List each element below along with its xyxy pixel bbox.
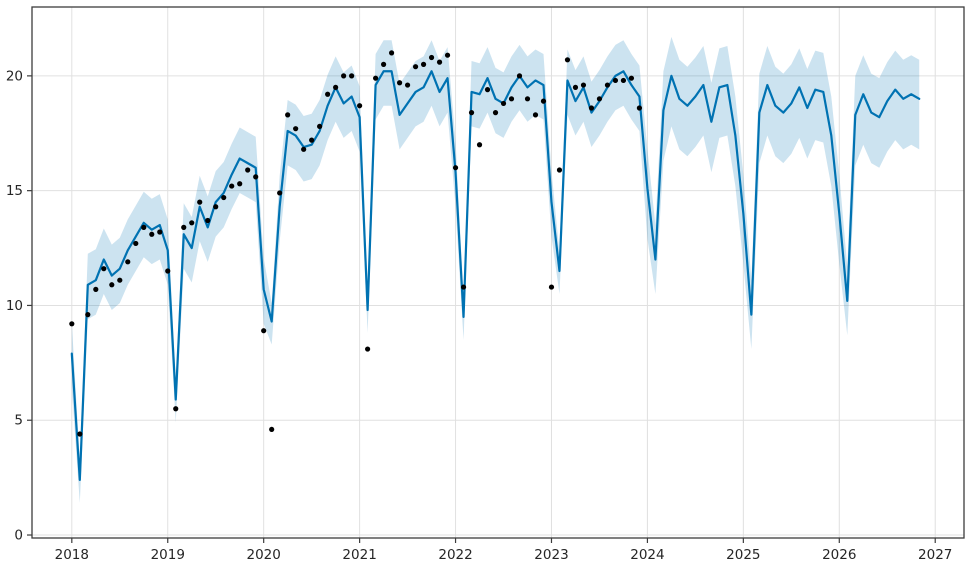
- actual-data-point: [548, 284, 555, 290]
- actual-data-point: [492, 110, 499, 116]
- x-tick-label: 2022: [438, 547, 472, 563]
- actual-data-point: [205, 217, 211, 224]
- actual-data-point: [357, 103, 363, 109]
- actual-data-point: [181, 224, 187, 230]
- actual-data-point: [165, 268, 171, 274]
- y-tick-label: 10: [6, 298, 23, 314]
- plot-background: [32, 7, 964, 538]
- actual-data-point: [149, 231, 155, 237]
- actual-data-point: [508, 96, 515, 102]
- actual-data-point: [388, 50, 395, 56]
- actual-data-point: [157, 229, 163, 235]
- actual-data-point: [604, 82, 611, 88]
- actual-data-point: [277, 190, 283, 196]
- x-tick-label: 2019: [151, 547, 185, 563]
- actual-data-point: [301, 146, 307, 152]
- x-tick-label: 2023: [534, 547, 568, 563]
- actual-data-point: [85, 312, 91, 318]
- actual-data-point: [404, 82, 411, 88]
- actual-data-point: [532, 112, 539, 118]
- actual-data-point: [373, 75, 379, 81]
- actual-data-point: [612, 77, 619, 84]
- y-tick-label: 5: [14, 413, 23, 429]
- actual-data-point: [309, 137, 315, 143]
- actual-data-point: [628, 75, 635, 81]
- actual-data-point: [564, 57, 571, 63]
- actual-data-point: [69, 321, 75, 327]
- x-tick-label: 2026: [822, 547, 856, 563]
- actual-data-point: [516, 73, 523, 79]
- actual-data-point: [556, 167, 563, 173]
- actual-data-point: [333, 84, 339, 90]
- actual-data-point: [588, 105, 595, 111]
- actual-data-point: [420, 61, 427, 67]
- actual-data-point: [245, 167, 251, 173]
- actual-data-point: [460, 284, 467, 290]
- actual-data-point: [133, 240, 139, 247]
- actual-data-point: [125, 259, 131, 265]
- actual-data-point: [269, 426, 275, 433]
- actual-data-point: [109, 282, 115, 288]
- actual-data-point: [293, 126, 299, 132]
- actual-data-point: [444, 52, 451, 58]
- actual-data-point: [636, 105, 643, 111]
- actual-data-point: [93, 286, 99, 292]
- actual-data-point: [317, 123, 323, 129]
- x-tick-label: 2020: [247, 547, 281, 563]
- plot-border: [31, 6, 965, 539]
- x-tick-label: 2027: [918, 547, 952, 563]
- actual-data-point: [412, 64, 419, 70]
- actual-data-point: [365, 346, 371, 352]
- actual-data-point: [237, 181, 243, 187]
- x-tick-label: 2021: [342, 547, 376, 563]
- actual-data-point: [261, 328, 267, 334]
- actual-data-point: [596, 96, 603, 102]
- actual-data-point: [197, 199, 203, 205]
- actual-data-point: [213, 204, 219, 210]
- actual-data-point: [117, 277, 123, 283]
- x-tick-label: 2025: [726, 547, 760, 563]
- actual-data-point: [285, 112, 291, 118]
- actual-data-point: [524, 96, 531, 102]
- actual-data-point: [468, 110, 475, 116]
- actual-data-point: [77, 431, 83, 437]
- actual-data-point: [189, 220, 195, 226]
- actual-data-point: [476, 142, 483, 148]
- actual-data-point: [396, 80, 403, 86]
- y-tick-label: 20: [6, 68, 23, 84]
- actual-data-point: [229, 183, 235, 189]
- forecast-line: [70, 70, 921, 482]
- actual-data-point: [572, 84, 579, 90]
- actual-data-point: [436, 59, 443, 65]
- y-tick-label: 0: [14, 528, 23, 544]
- actual-data-point: [101, 266, 107, 272]
- x-tick-label: 2024: [630, 547, 664, 563]
- actual-data-point: [500, 100, 507, 107]
- actual-data-point: [580, 82, 587, 88]
- actual-data-point: [381, 61, 387, 67]
- x-tick-label: 2018: [55, 547, 89, 563]
- actual-data-point: [173, 406, 179, 412]
- actual-data-point: [452, 165, 459, 171]
- actual-data-point: [341, 73, 347, 79]
- actual-data-point: [325, 91, 331, 97]
- uncertainty-band: [71, 36, 920, 503]
- actual-data-point: [620, 77, 627, 84]
- actual-data-point: [221, 194, 227, 201]
- actual-data-point: [141, 224, 147, 230]
- actual-data-point: [540, 98, 547, 104]
- actual-data-point: [484, 87, 491, 93]
- y-tick-label: 15: [6, 183, 23, 199]
- actual-data-point: [349, 73, 355, 79]
- actual-data-point: [253, 174, 259, 180]
- actual-data-point: [428, 54, 435, 61]
